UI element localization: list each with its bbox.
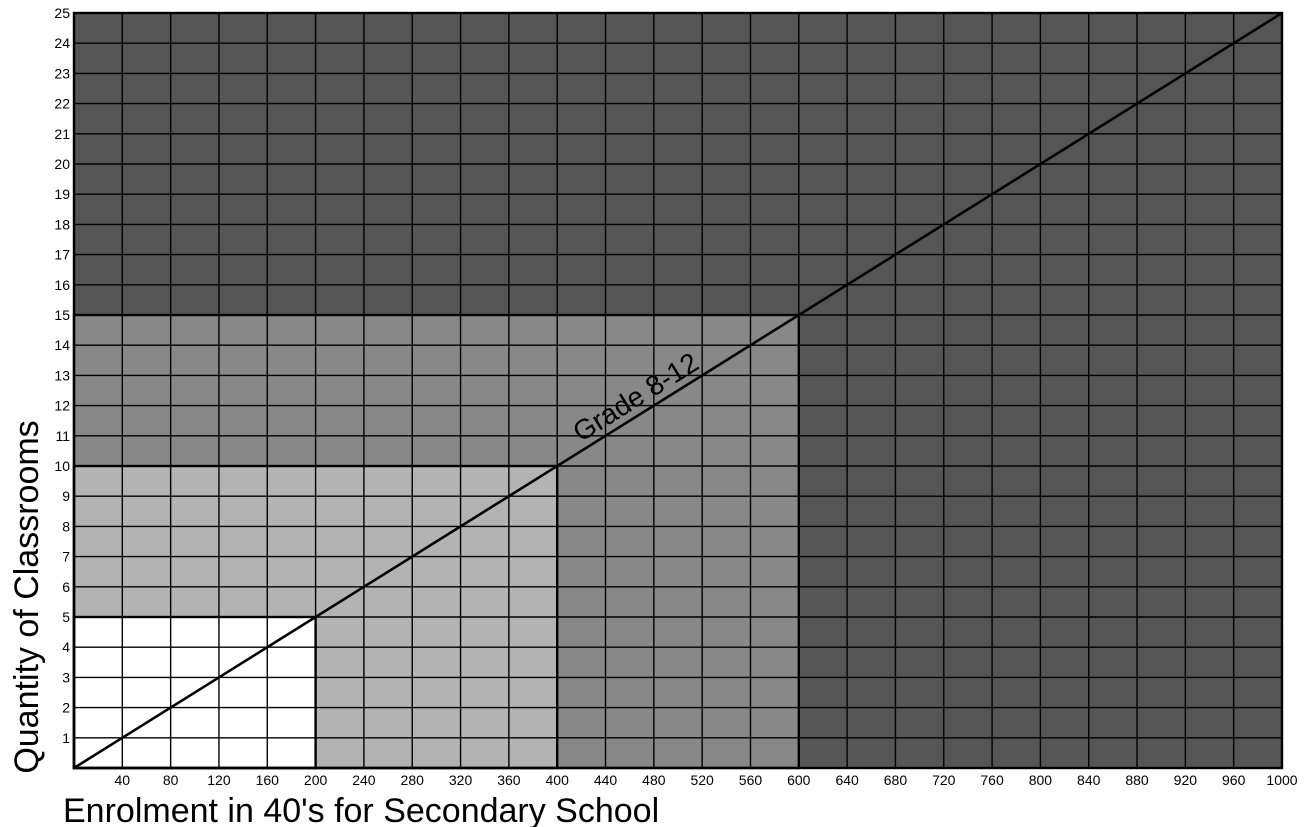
- x-tick-label-680: 680: [884, 772, 908, 788]
- y-tick-label-4: 4: [62, 639, 70, 655]
- x-tick-label-800: 800: [1029, 772, 1053, 788]
- series-lines: [73, 11, 1283, 770]
- y-tick-label-23: 23: [54, 65, 70, 81]
- x-axis-title: Enrolment in 40's for Secondary School: [63, 792, 659, 827]
- y-tick-label-7: 7: [62, 549, 70, 565]
- y-tick-label-10: 10: [54, 458, 70, 474]
- x-tick-label-720: 720: [932, 772, 956, 788]
- x-tick-label-880: 880: [1125, 772, 1149, 788]
- x-tick-label-40: 40: [115, 772, 131, 788]
- y-tick-labels: 1234567891011121314151617181920212223242…: [54, 5, 70, 746]
- band-border-4: [72, 615, 317, 770]
- grid-lines: [74, 12, 1283, 768]
- y-tick-label-2: 2: [62, 700, 70, 716]
- y-tick-label-5: 5: [62, 609, 70, 625]
- y-tick-label-16: 16: [54, 277, 70, 293]
- y-tick-label-24: 24: [54, 35, 70, 51]
- y-tick-label-25: 25: [54, 5, 70, 21]
- y-tick-label-11: 11: [55, 428, 70, 444]
- y-tick-label-12: 12: [54, 398, 70, 414]
- x-tick-label-520: 520: [690, 772, 714, 788]
- x-tick-label-960: 960: [1222, 772, 1246, 788]
- y-tick-label-15: 15: [54, 307, 70, 323]
- y-tick-label-3: 3: [62, 669, 70, 685]
- y-tick-label-9: 9: [62, 488, 70, 504]
- y-axis-title: Quantity of Classrooms: [8, 420, 46, 773]
- x-tick-label-600: 600: [787, 772, 811, 788]
- x-tick-label-320: 320: [449, 772, 473, 788]
- x-tick-label-1000: 1000: [1266, 772, 1297, 788]
- x-tick-label-120: 120: [207, 772, 231, 788]
- y-tick-label-14: 14: [54, 337, 70, 353]
- y-tick-label-6: 6: [62, 579, 70, 595]
- y-tick-label-17: 17: [54, 247, 70, 263]
- x-tick-label-760: 760: [980, 772, 1004, 788]
- x-tick-label-920: 920: [1174, 772, 1198, 788]
- x-tick-label-560: 560: [739, 772, 763, 788]
- y-tick-label-1: 1: [62, 730, 70, 746]
- x-tick-label-200: 200: [304, 772, 328, 788]
- x-tick-label-240: 240: [352, 772, 376, 788]
- x-tick-label-400: 400: [546, 772, 570, 788]
- band-borders: [72, 11, 1284, 770]
- x-tick-labels: 40 80 120 160 200 240 280 320 360 400 440 480 520 560…: [115, 772, 1298, 788]
- x-tick-label-80: 80: [163, 772, 179, 788]
- x-tick-label-280: 280: [401, 772, 425, 788]
- y-tick-label-20: 20: [54, 156, 70, 172]
- y-tick-label-18: 18: [54, 216, 70, 232]
- y-tick-label-22: 22: [54, 96, 70, 112]
- y-tick-label-8: 8: [62, 518, 70, 534]
- y-tick-label-13: 13: [54, 367, 70, 383]
- y-tick-label-19: 19: [54, 186, 70, 202]
- x-tick-label-840: 840: [1077, 772, 1101, 788]
- x-tick-label-440: 440: [594, 772, 618, 788]
- x-tick-label-640: 640: [835, 772, 859, 788]
- x-tick-label-360: 360: [497, 772, 521, 788]
- y-tick-label-21: 21: [54, 126, 70, 142]
- series-line-1: [73, 11, 1283, 770]
- x-tick-label-480: 480: [642, 772, 666, 788]
- x-tick-label-160: 160: [256, 772, 280, 788]
